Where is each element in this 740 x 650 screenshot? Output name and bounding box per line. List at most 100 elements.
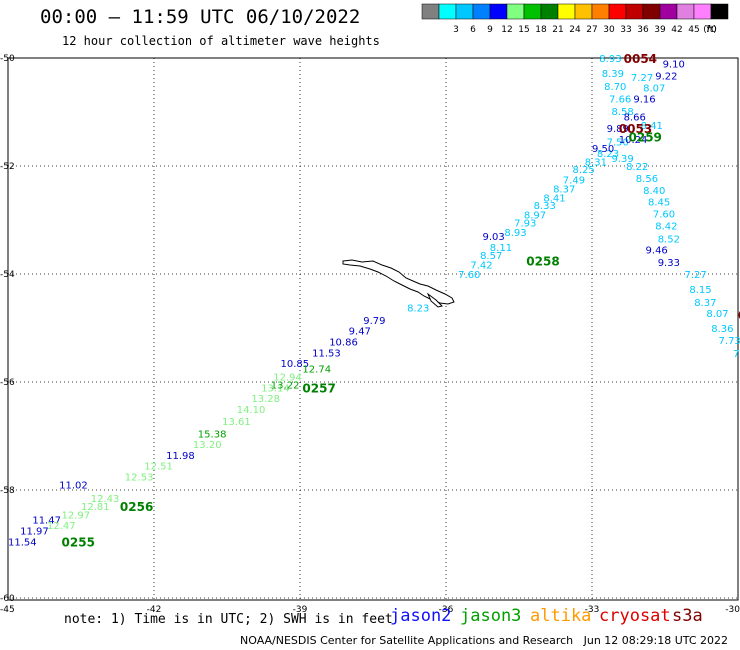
- legend-swatch: [693, 3, 712, 20]
- legend-swatch: [421, 3, 440, 20]
- wave-height-value: 7.50: [607, 138, 629, 149]
- wave-height-value: 8.39: [602, 69, 624, 80]
- wave-height-value: 8.56: [636, 174, 658, 185]
- legend-tick-label: 6: [470, 25, 476, 35]
- south-georgia-island: [342, 259, 455, 308]
- legend-tick-label: 21: [552, 25, 563, 35]
- wave-height-value: 8.41: [543, 193, 565, 204]
- legend-tick-label: 42: [671, 25, 682, 35]
- wave-height-value: 12.51: [144, 462, 173, 473]
- wave-height-value: 13.28: [251, 394, 280, 405]
- map-frame: [7, 57, 739, 601]
- legend-tick-label: 70: [705, 25, 717, 35]
- wave-height-value: 13.20: [193, 440, 222, 451]
- wave-height-value: 12.47: [47, 521, 76, 532]
- altimeter-tracks: 8.938.398.707.668.587.508.238.318.257.49…: [8, 54, 740, 548]
- track-time-label: 0: [738, 309, 740, 323]
- wave-height-value: 7.73: [719, 336, 740, 347]
- color-scale-legend: 3 6 9 12 15 18 21 24 27 30 33 36 39 42 45 70(ft): [421, 3, 729, 35]
- wave-height-value: 9.46: [646, 246, 668, 257]
- track-time-label: 0257: [302, 381, 335, 395]
- legend-tick-label: 15: [518, 25, 529, 35]
- wave-height-value: 11.47: [32, 516, 61, 527]
- page-subtitle: 12 hour collection of altimeter wave hei…: [62, 34, 380, 48]
- wave-height-value: 8.07: [706, 309, 728, 320]
- legend-tick-label: 18: [535, 25, 547, 35]
- satellite-jason3: jason3: [460, 606, 522, 626]
- legend-swatch: [455, 3, 474, 20]
- wave-height-value: 7.86: [733, 349, 740, 360]
- wave-height-value: 9.10: [663, 59, 685, 70]
- track-time-label: 0255: [62, 535, 95, 549]
- wave-height-value: 12.43: [91, 494, 120, 505]
- legend-swatch: [676, 3, 695, 20]
- longitude-tick-label: -36: [439, 605, 454, 615]
- wave-height-value: 8.22: [626, 162, 648, 173]
- legend-tick-label: 39: [654, 25, 666, 35]
- legend-swatch: [489, 3, 508, 20]
- legend-tick-label: 27: [586, 25, 597, 35]
- legend-tick-label: 36: [637, 25, 649, 35]
- wave-height-value: 8.45: [648, 198, 670, 209]
- track-time-label: 0256: [120, 500, 153, 514]
- wave-height-value: 8.11: [490, 243, 512, 254]
- wave-height-value: 8.07: [643, 84, 665, 95]
- legend-swatch: [591, 3, 610, 20]
- wave-height-value: 7.42: [470, 260, 492, 271]
- wave-height-value: 8.37: [694, 298, 716, 309]
- longitude-tick-label: -33: [585, 605, 600, 615]
- legend-swatch: [472, 3, 491, 20]
- legend-swatch: [659, 3, 678, 20]
- wave-height-value: 9.33: [658, 258, 680, 269]
- longitude-tick-label: -45: [0, 605, 15, 615]
- wave-height-value: 8.93: [599, 54, 621, 65]
- track-time-label: 0259: [629, 130, 662, 144]
- wave-height-value: 14.10: [237, 405, 266, 416]
- wave-height-value: 11.53: [312, 348, 341, 359]
- wave-height-value: 7.60: [653, 210, 675, 221]
- wave-height-value: 13.22: [271, 381, 300, 392]
- footer-credit: NOAA/NESDIS Center for Satellite Applica…: [240, 634, 729, 647]
- latitude-tick-label: -58: [0, 486, 15, 496]
- wave-height-value: 13.14: [261, 383, 290, 394]
- footer-note: note: 1) Time is in UTC; 2) SWH is in fe…: [64, 612, 393, 627]
- wave-height-value: 12.97: [62, 510, 91, 521]
- wave-height-value: 8.52: [658, 234, 680, 245]
- wave-height-value: 7.66: [609, 95, 631, 106]
- wave-height-value: 7.49: [563, 176, 585, 187]
- wave-height-value: 11.54: [8, 537, 37, 548]
- wave-height-value: 9.50: [592, 144, 614, 155]
- legend-swatch: [540, 3, 559, 20]
- wave-height-value: 8.36: [711, 324, 733, 335]
- satellite-cryosat: cryosat: [599, 606, 671, 626]
- legend-tick-label: 33: [620, 25, 631, 35]
- legend-swatch: [523, 3, 542, 20]
- page-title: 00:00 – 11:59 UTC 06/10/2022: [40, 6, 361, 28]
- satellite-jason2: jason2: [390, 606, 452, 626]
- wave-height-value: 9.47: [349, 327, 371, 338]
- wave-height-value: 9.89: [607, 124, 629, 135]
- legend-swatch: [608, 3, 627, 20]
- wave-height-value: 12.94: [273, 373, 302, 384]
- wave-height-value: 8.66: [624, 112, 646, 123]
- wave-height-value: 8.23: [597, 149, 619, 160]
- latitude-tick-label: -56: [0, 378, 15, 388]
- wave-height-value: 15.38: [198, 429, 227, 440]
- wave-height-value: 8.42: [655, 221, 677, 232]
- wave-height-value: 8.93: [504, 228, 526, 239]
- wave-height-value: 12.74: [302, 365, 331, 376]
- wave-height-value: 7.27: [631, 73, 653, 84]
- wave-height-value: 9.03: [483, 232, 505, 243]
- wave-height-value: 10.24: [619, 135, 648, 146]
- wave-height-value: 13.61: [222, 417, 251, 428]
- legend-swatch: [710, 3, 729, 20]
- wave-height-value: 11.98: [166, 451, 195, 462]
- longitude-tick-label: -42: [147, 605, 162, 615]
- longitude-tick-label: -39: [293, 605, 308, 615]
- legend-tick-label: 45: [688, 25, 699, 35]
- wave-height-value: 11.02: [59, 481, 88, 492]
- track-time-label: 0054: [624, 52, 657, 66]
- wave-height-value: 10.86: [329, 338, 358, 349]
